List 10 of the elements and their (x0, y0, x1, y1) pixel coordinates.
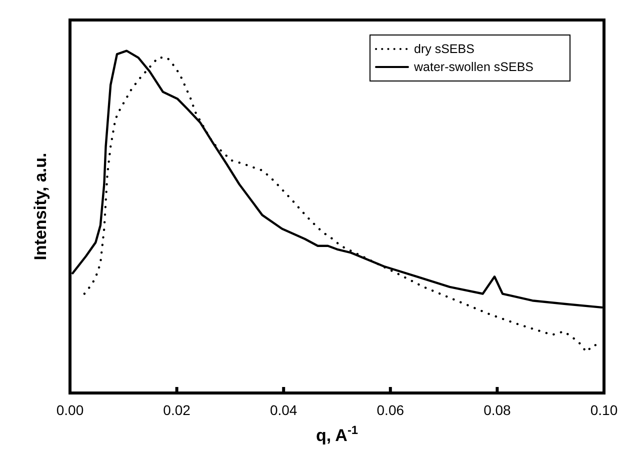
x-tick-label: 0.06 (376, 402, 404, 418)
x-axis-title: q, A$^{-1}$ (316, 423, 358, 445)
x-tick-label: 0.08 (484, 402, 512, 418)
x-tick-label: 0.02 (163, 402, 191, 418)
x-tick-label: 0.10 (590, 402, 618, 418)
x-tick-label: 0.04 (270, 402, 298, 418)
x-tick-label: 0.00 (56, 402, 84, 418)
y-axis-title: Intensity, a.u. (31, 152, 50, 260)
legend-label: dry sSEBS (414, 42, 474, 56)
legend-label: water-swollen sSEBS (413, 60, 534, 74)
